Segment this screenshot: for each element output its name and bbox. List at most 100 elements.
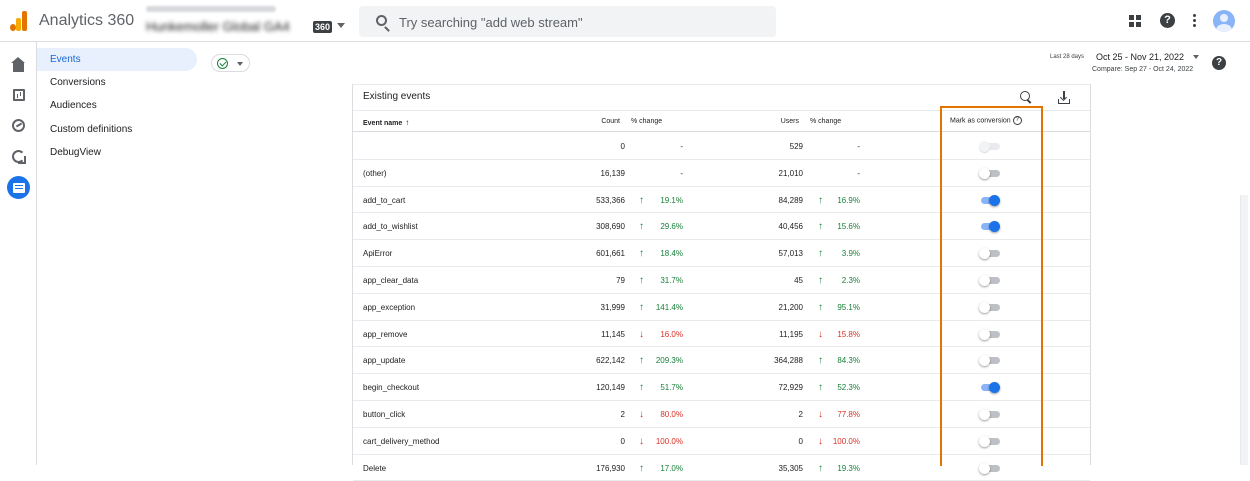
mark-as-conversion-toggle[interactable] [979, 248, 1000, 260]
mark-as-conversion-toggle[interactable] [979, 408, 1000, 420]
mark-as-conversion-toggle[interactable] [979, 328, 1000, 340]
count-change: 16.0% [660, 329, 683, 339]
mark-as-conversion-toggle[interactable] [979, 194, 1000, 206]
event-name[interactable]: (other) [363, 168, 387, 178]
account-selector[interactable]: Hunkemoller Global GA4 360 [146, 4, 346, 38]
table-row[interactable]: app_update 622,142 ↑ 209.3% 364,288 ↑ 84.3% [353, 347, 1090, 375]
event-name[interactable]: button_click [363, 409, 406, 419]
event-name[interactable]: app_update [363, 356, 406, 366]
arrow-up-icon: ↑ [639, 462, 644, 474]
chevron-down-icon[interactable] [337, 23, 345, 28]
apps-grid-icon[interactable] [1129, 15, 1141, 27]
event-name[interactable]: add_to_cart [363, 195, 406, 205]
table-row[interactable]: add_to_cart 533,366 ↑ 19.1% 84,289 ↑ 16.9% [353, 187, 1090, 214]
table-row[interactable]: cart_delivery_method 0 ↓ 100.0% 0 ↓ 100.0% [353, 428, 1090, 455]
mark-as-conversion-toggle[interactable] [979, 355, 1000, 367]
table-row[interactable]: 0 - 529 - [353, 133, 1090, 160]
search-input[interactable] [399, 12, 759, 32]
table-row[interactable]: Delete 176,930 ↑ 17.0% 35,305 ↑ 19.3% [353, 455, 1090, 481]
mark-as-conversion-toggle[interactable] [979, 382, 1000, 394]
event-users: 21,200 [778, 302, 803, 312]
mark-as-conversion-toggle[interactable] [979, 274, 1000, 286]
event-name[interactable]: ApiError [363, 249, 393, 259]
mark-as-conversion-toggle[interactable] [979, 221, 1000, 233]
event-name[interactable]: app_clear_data [363, 275, 419, 285]
rail-reports[interactable] [7, 83, 30, 106]
count-change: 18.4% [660, 249, 683, 259]
arrow-up-icon: ↑ [639, 221, 644, 233]
account-path [146, 6, 276, 12]
arrow-down-icon: ↓ [639, 328, 644, 340]
users-change: 2.3% [841, 275, 860, 285]
users-change: 77.8% [837, 409, 860, 419]
table-row[interactable]: button_click 2 ↓ 80.0% 2 ↓ 77.8% [353, 401, 1090, 428]
sidebar-item-audiences[interactable]: Audiences [50, 100, 97, 111]
search-bar[interactable] [359, 6, 776, 37]
table-row[interactable]: ApiError 601,661 ↑ 18.4% 57,013 ↑ 3.9% [353, 240, 1090, 267]
sidebar-item-conversions[interactable]: Conversions [50, 77, 106, 88]
count-change: 29.6% [660, 222, 683, 232]
rail-explore[interactable] [7, 114, 30, 137]
rail-home[interactable] [7, 53, 30, 76]
advertising-icon [12, 150, 26, 164]
table-row[interactable]: app_exception 31,999 ↑ 141.4% 21,200 ↑ 95.1% [353, 294, 1090, 321]
event-count: 120,149 [596, 383, 625, 393]
reports-icon [12, 88, 25, 101]
event-name[interactable]: app_remove [363, 329, 408, 339]
table-row[interactable]: app_clear_data 79 ↑ 31.7% 45 ↑ 2.3% [353, 267, 1090, 294]
help-icon[interactable]: ? [1212, 56, 1226, 70]
mark-as-conversion-toggle[interactable] [979, 167, 1000, 179]
rail-configure[interactable] [7, 176, 30, 199]
table-row[interactable]: begin_checkout 120,149 ↑ 51.7% 72,929 ↑ 52.3% [353, 374, 1090, 401]
search-icon[interactable] [1020, 91, 1030, 101]
event-name[interactable]: app_exception [363, 302, 416, 312]
count-change: 80.0% [660, 409, 683, 419]
column-header-users[interactable]: Users [780, 118, 799, 125]
sidebar-item-debugview[interactable]: DebugView [50, 147, 101, 158]
sidebar-item-custom-definitions[interactable]: Custom definitions [50, 124, 133, 135]
event-count: 533,366 [596, 195, 625, 205]
arrow-up-icon: ↑ [818, 194, 823, 206]
date-range-picker[interactable]: Oct 25 - Nov 21, 2022 [1096, 52, 1185, 62]
chevron-down-icon [237, 62, 243, 66]
page-scrollbar[interactable] [1240, 195, 1248, 465]
mark-as-conversion-toggle[interactable] [979, 301, 1000, 313]
table-row[interactable]: add_to_wishlist 308,690 ↑ 29.6% 40,456 ↑ 15.6% [353, 213, 1090, 241]
users-change: 95.1% [837, 302, 860, 312]
users-change: 52.3% [837, 383, 860, 393]
app-title[interactable]: Analytics 360 [39, 12, 135, 29]
arrow-up-icon: ↑ [818, 248, 823, 260]
help-icon[interactable]: ? [1160, 13, 1175, 28]
column-header-users-change[interactable]: % change [810, 118, 842, 125]
rail-advertising[interactable] [7, 145, 30, 168]
sidebar-item-events[interactable]: Events [37, 48, 197, 71]
arrow-up-icon: ↑ [639, 355, 644, 367]
table-row[interactable]: app_remove 11,145 ↓ 16.0% 11,195 ↓ 15.8% [353, 321, 1090, 348]
help-icon[interactable]: ? [1012, 116, 1022, 125]
event-name[interactable]: cart_delivery_method [363, 436, 440, 446]
event-users: 21,010 [778, 168, 803, 178]
arrow-up-icon: ↑ [639, 274, 644, 286]
mark-as-conversion-toggle[interactable] [979, 462, 1000, 474]
users-change: - [857, 168, 860, 178]
analytics-logo-icon[interactable] [10, 11, 28, 31]
table-row[interactable]: (other) 16,139 - 21,010 - [353, 160, 1090, 187]
avatar[interactable] [1213, 10, 1235, 32]
column-header-mark-as-conversion: Mark as conversion? [950, 116, 1022, 125]
event-count: 601,661 [596, 249, 625, 259]
download-icon[interactable] [1058, 91, 1071, 104]
event-name[interactable]: begin_checkout [363, 383, 420, 393]
status-filter-chip[interactable] [211, 54, 250, 72]
arrow-up-icon: ↑ [639, 194, 644, 206]
column-header-count[interactable]: Count [601, 118, 620, 125]
column-header-event-name[interactable]: Event name ↑ [363, 118, 409, 127]
mark-as-conversion-toggle[interactable] [979, 435, 1000, 447]
more-vert-icon[interactable] [1193, 14, 1197, 28]
arrow-down-icon: ↓ [818, 328, 823, 340]
event-count: 308,690 [596, 222, 625, 232]
event-name[interactable]: add_to_wishlist [363, 222, 418, 232]
users-change: - [857, 142, 860, 151]
arrow-down-icon: ↓ [639, 408, 644, 420]
chevron-down-icon[interactable] [1193, 55, 1199, 59]
column-header-count-change[interactable]: % change [631, 118, 663, 125]
